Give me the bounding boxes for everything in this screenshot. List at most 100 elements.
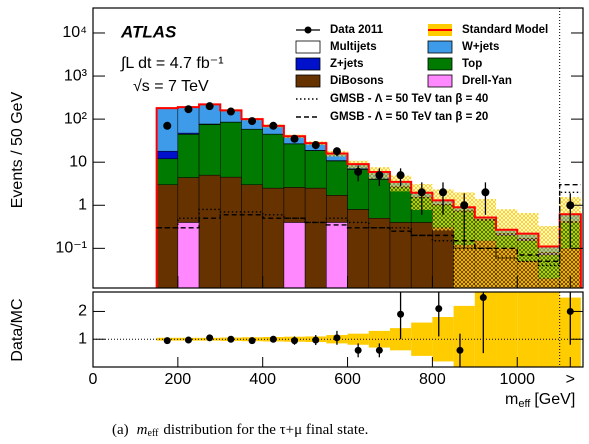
signal-line [156, 184, 581, 263]
ratio-band [411, 322, 433, 356]
stack-segment [177, 222, 200, 288]
stack-segment [283, 187, 306, 223]
data-point [269, 121, 278, 130]
frame [92, 291, 584, 368]
stack-segment [156, 184, 179, 288]
ratio-point [456, 346, 464, 354]
ratio-band [432, 317, 454, 362]
legend-label: Top [462, 58, 482, 70]
x-tick-label: 200 [164, 371, 191, 388]
y-tick-label: 10³ [64, 67, 88, 84]
energy: √s = 7 TeV [133, 78, 209, 95]
ratio-band [347, 333, 369, 345]
ratio-point [397, 310, 405, 318]
stack-segment [241, 129, 263, 185]
data-point [184, 105, 193, 114]
x-tick-label: 1000 [499, 371, 535, 388]
ratio-band [474, 292, 497, 367]
ratio-point [375, 346, 383, 354]
legend-swatch [295, 40, 321, 54]
ratio-point [566, 307, 574, 315]
stack-segment [410, 222, 433, 288]
ratio-y-axis-label: Data/MC [9, 298, 26, 361]
legend-label: Standard Model [462, 24, 548, 36]
stack-segment [368, 217, 391, 288]
stack-segment [262, 187, 285, 288]
stack-segment [389, 187, 412, 223]
ratio-point [206, 334, 214, 342]
caption-label: (a) [112, 422, 129, 438]
caption-text: distribution for the τ+μ final state. [163, 422, 368, 438]
ratio-point [291, 337, 299, 345]
legend-swatch [295, 74, 321, 88]
stack-segment [283, 222, 306, 288]
stack-segment [262, 134, 285, 189]
x-tick-label: 600 [334, 371, 361, 388]
x-tick-label: 400 [249, 371, 276, 388]
legend-label: W+jets [462, 41, 499, 53]
ratio-point [227, 335, 235, 343]
caption-symbol: m [137, 422, 148, 438]
data-point [205, 102, 214, 111]
y-tick-label: 10⁻¹ [55, 240, 87, 257]
ratio-point [354, 346, 362, 354]
data-point [566, 201, 575, 210]
x-tick-label: 0 [89, 371, 98, 388]
stack-segment [156, 150, 179, 160]
y-tick-label: 10⁴ [62, 24, 87, 41]
y-tick-label: 1 [78, 330, 87, 347]
data-point [396, 171, 405, 180]
legend-label: Multijets [330, 41, 377, 53]
legend-swatch [427, 57, 453, 71]
legend-label: GMSB - Λ = 50 TeV tan β = 40 [330, 93, 488, 105]
stack-segment [177, 134, 200, 178]
ratio-point [163, 337, 171, 345]
stack-segment [220, 122, 242, 178]
data-point [290, 134, 299, 143]
ratio-point [184, 336, 192, 344]
ratio-panel [93, 292, 583, 367]
x-label-symbol: m [505, 391, 518, 408]
x-tick-label: > [566, 371, 575, 388]
data-point [226, 107, 235, 116]
ratio-point [479, 294, 487, 302]
main-panel [155, 102, 582, 288]
stack-segment [177, 177, 200, 223]
legend-label: Drell-Yan [462, 75, 512, 87]
data-point [460, 201, 469, 210]
sm-uncertainty-band [496, 209, 518, 288]
y-tick-label: 1 [78, 196, 87, 213]
data-point [417, 188, 426, 197]
y-tick-label: 10 [69, 153, 87, 170]
x-label-unit: [GeV] [534, 391, 575, 408]
data-point [481, 188, 490, 197]
luminosity: ∫L dt = 4.7 fb⁻¹ [120, 55, 224, 72]
y-tick-label: 2 [78, 303, 87, 320]
legend-label: GMSB - Λ = 50 TeV tan β = 20 [330, 111, 488, 123]
stack-segment [304, 150, 327, 189]
data-point [311, 141, 320, 150]
stack-segment [241, 184, 263, 288]
ratio-band [517, 292, 539, 367]
signal-line [156, 191, 581, 267]
stack-segment [304, 187, 327, 288]
y-tick-label: 10² [64, 110, 88, 127]
y-axis-label: Events / 50 GeV [9, 91, 26, 208]
data-point [439, 188, 447, 197]
stack-segment [326, 222, 348, 288]
ratio-band [496, 292, 518, 367]
legend-swatch [427, 74, 453, 88]
stack-segment [198, 124, 221, 176]
frame [92, 7, 584, 289]
legend-label: DiBosons [330, 75, 384, 87]
legend-swatch [427, 40, 453, 54]
sm-uncertainty-band [474, 198, 497, 288]
sm-uncertainty-band [538, 226, 560, 288]
ratio-point [435, 305, 443, 313]
ratio-point [333, 334, 341, 342]
legend-label: Z+jets [330, 58, 364, 70]
data-point [375, 171, 384, 180]
data-point [354, 167, 363, 176]
x-label-sub: eff [518, 398, 531, 410]
legend-marker [304, 26, 312, 34]
